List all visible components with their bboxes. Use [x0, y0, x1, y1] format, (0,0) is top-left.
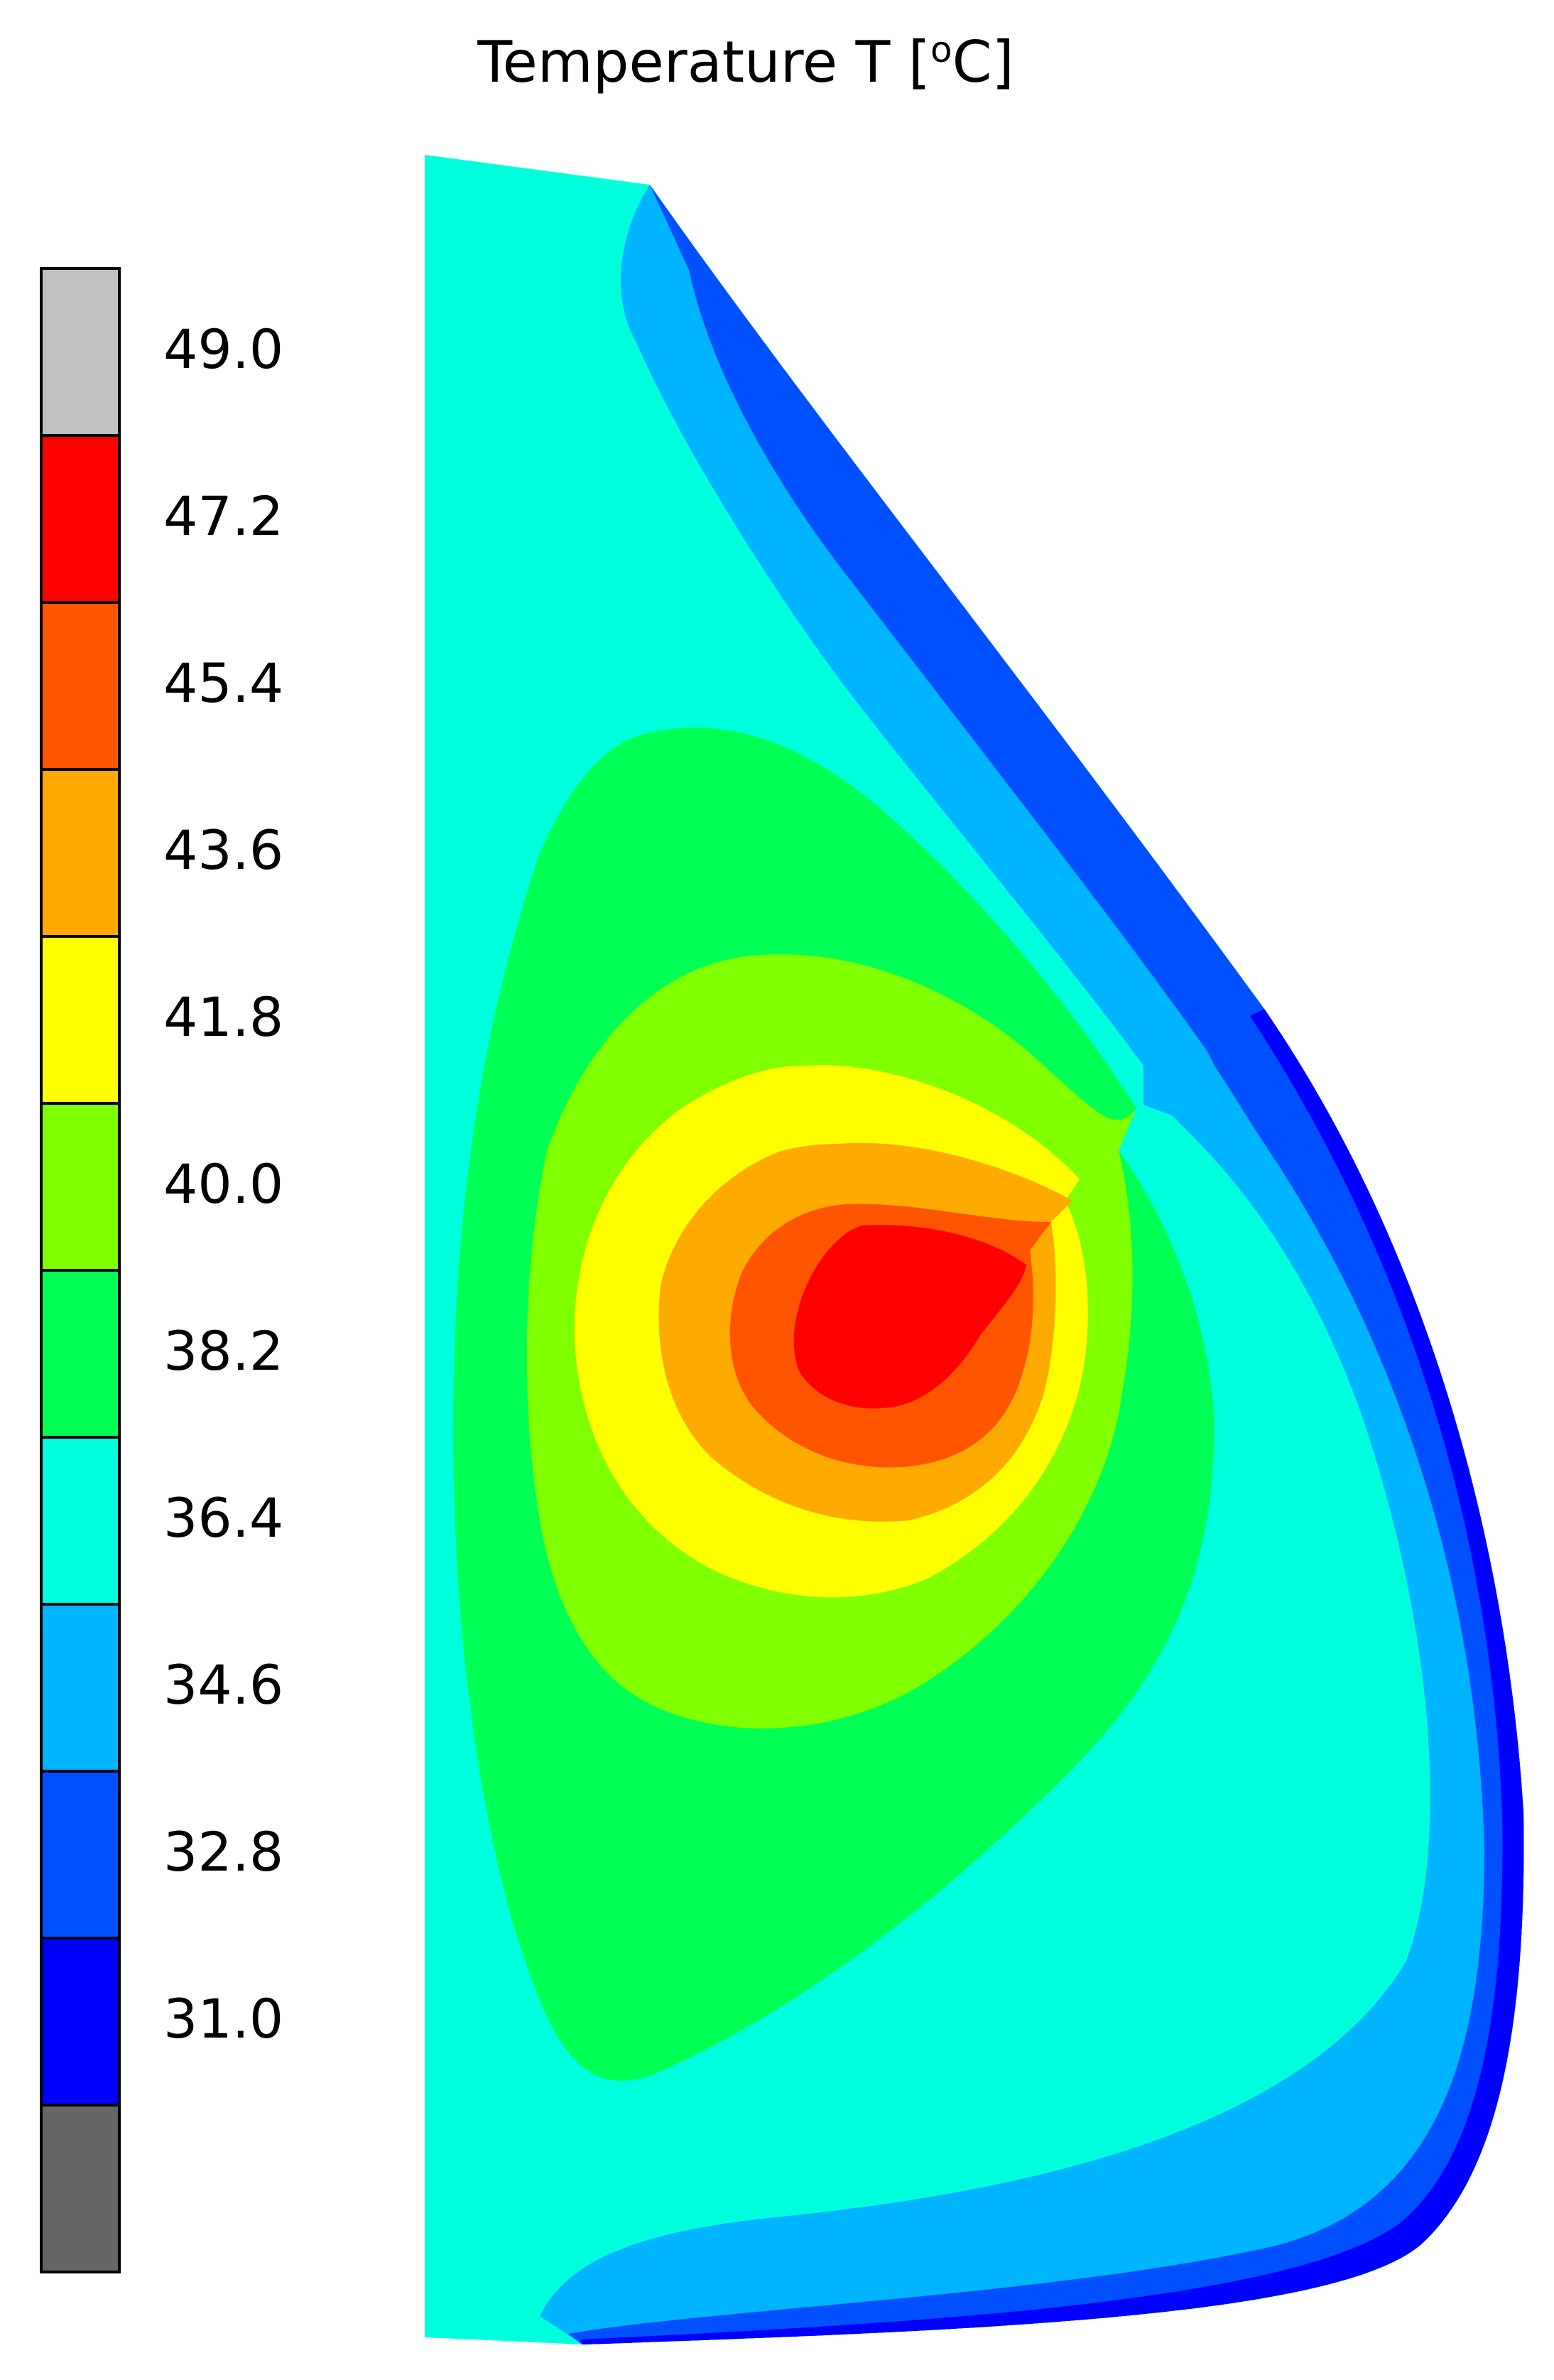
- chart-title-unit: C]: [952, 29, 1014, 95]
- colorbar-tick-label: 43.6: [163, 818, 283, 882]
- colorbar-swatch: [40, 267, 121, 437]
- colorbar-swatch: [40, 1269, 121, 1439]
- contour-plot: [425, 155, 1524, 2344]
- chart-title-degree: o: [930, 29, 952, 70]
- colorbar-swatch: [40, 768, 121, 938]
- colorbar-swatch: [40, 2104, 121, 2273]
- region-34-6-shell: [540, 185, 1524, 2344]
- colorbar-tick-label: 40.0: [163, 1152, 283, 1216]
- colorbar-swatch: [40, 1937, 121, 2106]
- colorbar-tick-label: 38.2: [163, 1319, 283, 1383]
- colorbar-tick-label: 34.6: [163, 1653, 283, 1716]
- colorbar-tick-label: 36.4: [163, 1486, 283, 1549]
- colorbar-tick-label: 31.0: [163, 1987, 283, 2050]
- colorbar-tick-label: 32.8: [163, 1820, 283, 1883]
- colorbar-swatch: [40, 1770, 121, 1940]
- region-31-0-shell: [579, 1009, 1524, 2344]
- colorbar-tick-label: 47.2: [163, 485, 283, 548]
- colorbar-swatch: [40, 434, 121, 604]
- chart-title: Temperature T [oC]: [477, 29, 1014, 95]
- colorbar-swatch: [40, 1603, 121, 1773]
- colorbar: [40, 267, 121, 2273]
- chart-title-main: Temperature T [: [477, 29, 930, 95]
- colorbar-tick-label: 49.0: [163, 318, 283, 381]
- colorbar-swatch: [40, 935, 121, 1105]
- colorbar-swatch: [40, 1436, 121, 1606]
- colorbar-swatch: [40, 601, 121, 771]
- colorbar-tick-label: 45.4: [163, 651, 283, 715]
- colorbar-swatch: [40, 1102, 121, 1272]
- colorbar-tick-label: 41.8: [163, 985, 283, 1049]
- region-47-2: [793, 1225, 1026, 1409]
- colorbar-labels: 49.0 47.2 45.4 43.6 41.8 40.0 38.2 36.4 34.6 32.8…: [163, 318, 283, 2050]
